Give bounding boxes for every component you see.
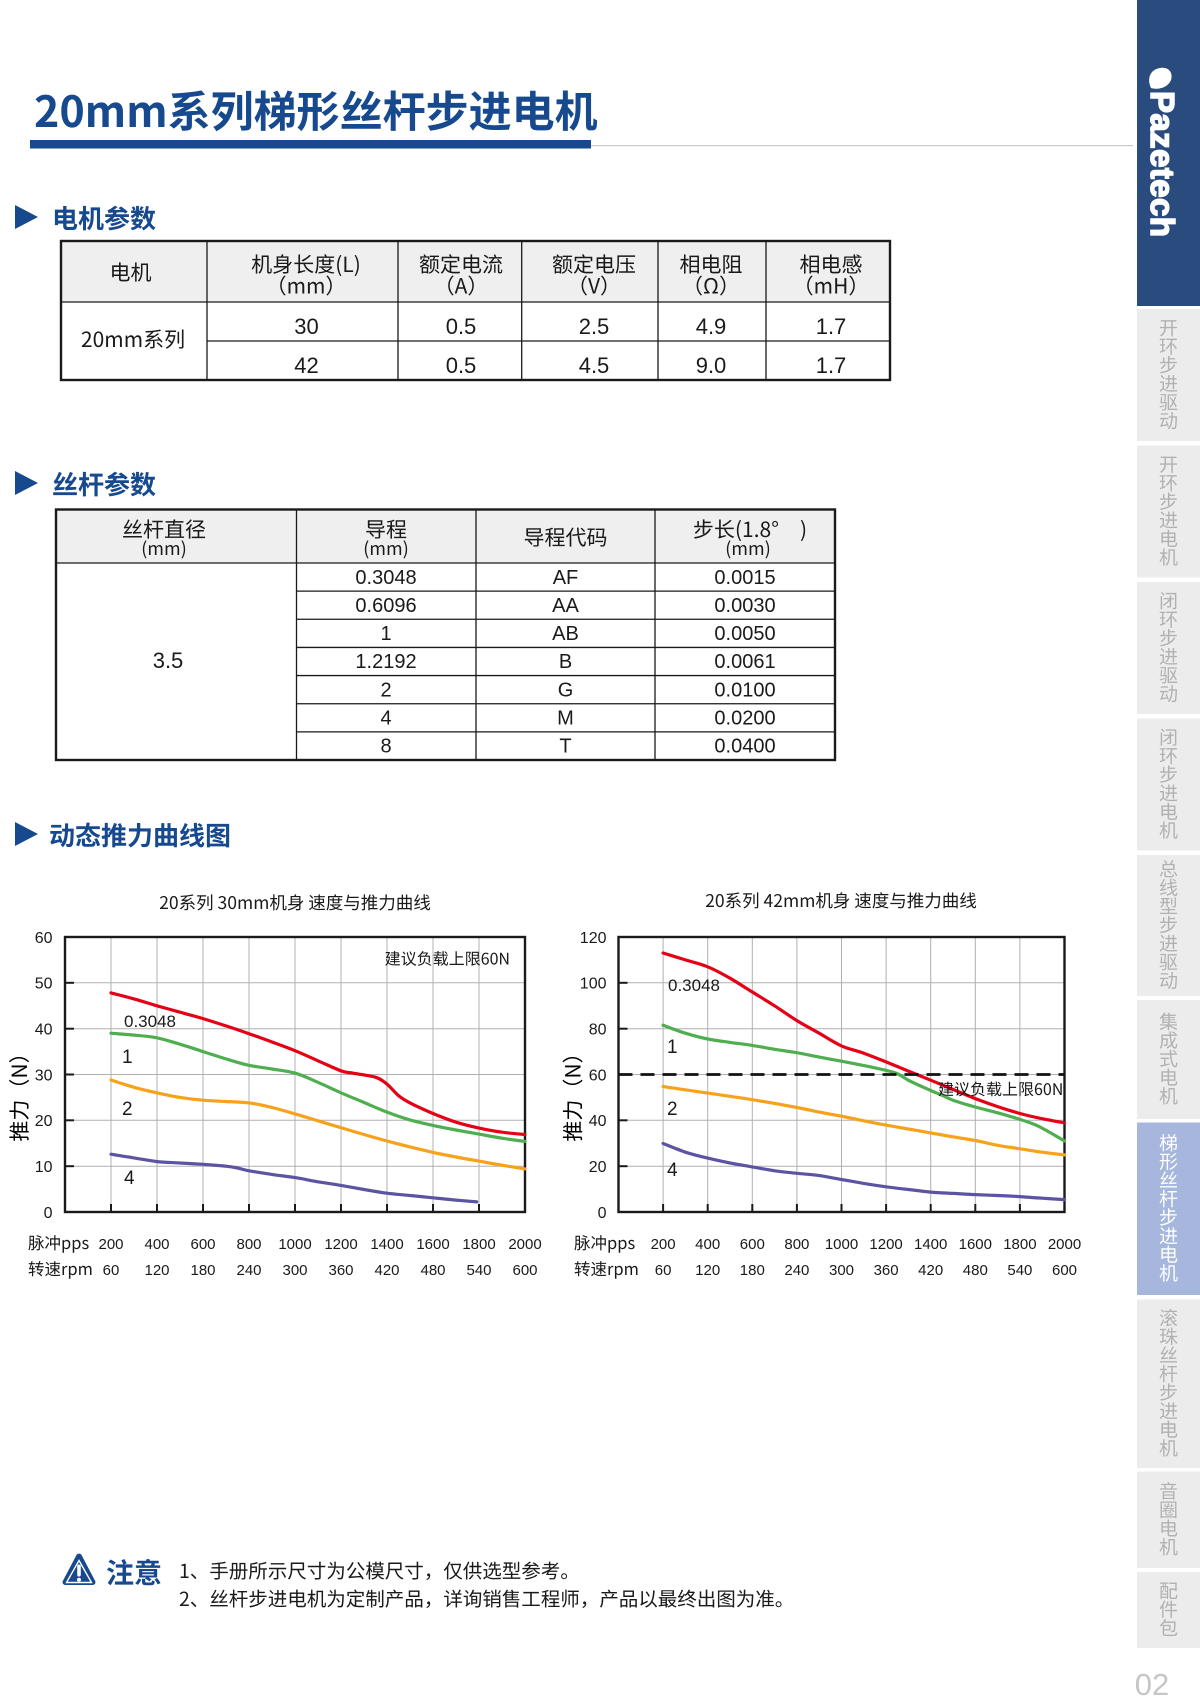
svg-text:80: 80	[589, 1021, 607, 1038]
svg-text:200: 200	[98, 1236, 123, 1253]
svg-text:0.0100: 0.0100	[714, 679, 775, 701]
svg-text:420: 420	[374, 1262, 399, 1279]
svg-text:1600: 1600	[959, 1236, 992, 1253]
svg-text:T: T	[559, 736, 571, 758]
svg-text:50: 50	[35, 976, 53, 993]
svg-text:800: 800	[236, 1236, 261, 1253]
svg-text:0.0200: 0.0200	[714, 708, 775, 730]
svg-text:2.5: 2.5	[579, 314, 610, 339]
svg-text:40: 40	[589, 1113, 607, 1130]
svg-text:30: 30	[294, 314, 318, 339]
svg-text:30: 30	[35, 1067, 53, 1084]
svg-text:0.5: 0.5	[446, 353, 477, 378]
svg-text:400: 400	[695, 1236, 720, 1253]
svg-text:20: 20	[589, 1159, 607, 1176]
svg-text:42: 42	[294, 353, 318, 378]
svg-text:600: 600	[1052, 1262, 1077, 1279]
svg-text:20: 20	[35, 1113, 53, 1130]
svg-text:3.5: 3.5	[153, 648, 184, 673]
svg-text:2: 2	[122, 1099, 133, 1120]
svg-text:2000: 2000	[508, 1236, 541, 1253]
svg-text:1600: 1600	[416, 1236, 449, 1253]
svg-text:360: 360	[328, 1262, 353, 1279]
svg-text:4.5: 4.5	[579, 353, 610, 378]
svg-text:1200: 1200	[324, 1236, 357, 1253]
svg-text:1.7: 1.7	[816, 353, 847, 378]
svg-text:400: 400	[144, 1236, 169, 1253]
svg-text:0.0030: 0.0030	[714, 595, 775, 617]
svg-text:0.0400: 0.0400	[714, 736, 775, 758]
svg-text:360: 360	[874, 1262, 899, 1279]
svg-text:300: 300	[829, 1262, 854, 1279]
svg-text:4.9: 4.9	[696, 314, 727, 339]
svg-text:60: 60	[35, 930, 53, 947]
svg-text:8: 8	[380, 736, 391, 758]
svg-text:M: M	[557, 708, 574, 730]
svg-text:0.3048: 0.3048	[124, 1012, 176, 1031]
svg-text:300: 300	[282, 1262, 307, 1279]
svg-text:1000: 1000	[825, 1236, 858, 1253]
svg-text:0.3048: 0.3048	[355, 567, 416, 589]
svg-text:0.0015: 0.0015	[714, 567, 775, 589]
svg-text:AF: AF	[553, 567, 579, 589]
svg-text:2: 2	[380, 679, 391, 701]
svg-text:420: 420	[918, 1262, 943, 1279]
svg-text:AB: AB	[552, 623, 579, 645]
svg-text:1000: 1000	[278, 1236, 311, 1253]
svg-text:60: 60	[103, 1262, 120, 1279]
svg-text:1: 1	[667, 1037, 678, 1058]
svg-text:0.3048: 0.3048	[668, 976, 720, 995]
svg-text:4: 4	[124, 1168, 135, 1189]
svg-text:02: 02	[1135, 1667, 1169, 1702]
svg-text:2: 2	[667, 1099, 678, 1120]
svg-text:1800: 1800	[462, 1236, 495, 1253]
svg-text:1200: 1200	[869, 1236, 902, 1253]
svg-text:120: 120	[695, 1262, 720, 1279]
svg-text:60: 60	[655, 1262, 672, 1279]
svg-text:0.0050: 0.0050	[714, 623, 775, 645]
svg-text:480: 480	[963, 1262, 988, 1279]
svg-text:0.5: 0.5	[446, 314, 477, 339]
svg-text:240: 240	[236, 1262, 261, 1279]
svg-text:1400: 1400	[370, 1236, 403, 1253]
svg-text:2000: 2000	[1048, 1236, 1081, 1253]
svg-text:1400: 1400	[914, 1236, 947, 1253]
svg-text:0.0061: 0.0061	[714, 651, 775, 673]
svg-text:100: 100	[580, 976, 607, 993]
svg-text:Pazetech: Pazetech	[1144, 91, 1181, 237]
svg-text:40: 40	[35, 1021, 53, 1038]
svg-text:B: B	[559, 651, 572, 673]
svg-text:0.6096: 0.6096	[355, 595, 416, 617]
svg-text:1.2192: 1.2192	[355, 651, 416, 673]
svg-text:540: 540	[1007, 1262, 1032, 1279]
svg-text:G: G	[558, 679, 574, 701]
svg-text:540: 540	[466, 1262, 491, 1279]
svg-text:1: 1	[122, 1047, 133, 1068]
svg-text:10: 10	[35, 1159, 53, 1176]
svg-text:200: 200	[651, 1236, 676, 1253]
svg-text:0: 0	[44, 1205, 53, 1222]
svg-text:1: 1	[380, 623, 391, 645]
svg-text:4: 4	[380, 708, 391, 730]
svg-text:240: 240	[784, 1262, 809, 1279]
svg-text:600: 600	[190, 1236, 215, 1253]
svg-text:120: 120	[144, 1262, 169, 1279]
svg-text:AA: AA	[552, 595, 579, 617]
svg-text:600: 600	[740, 1236, 765, 1253]
svg-text:120: 120	[580, 930, 607, 947]
svg-text:1800: 1800	[1003, 1236, 1036, 1253]
svg-text:600: 600	[512, 1262, 537, 1279]
svg-text:480: 480	[420, 1262, 445, 1279]
svg-text:9.0: 9.0	[696, 353, 727, 378]
svg-text:60: 60	[589, 1067, 607, 1084]
svg-text:4: 4	[667, 1160, 678, 1181]
svg-text:1.7: 1.7	[816, 314, 847, 339]
svg-text:180: 180	[190, 1262, 215, 1279]
svg-text:0: 0	[598, 1205, 607, 1222]
svg-text:800: 800	[784, 1236, 809, 1253]
svg-text:180: 180	[740, 1262, 765, 1279]
